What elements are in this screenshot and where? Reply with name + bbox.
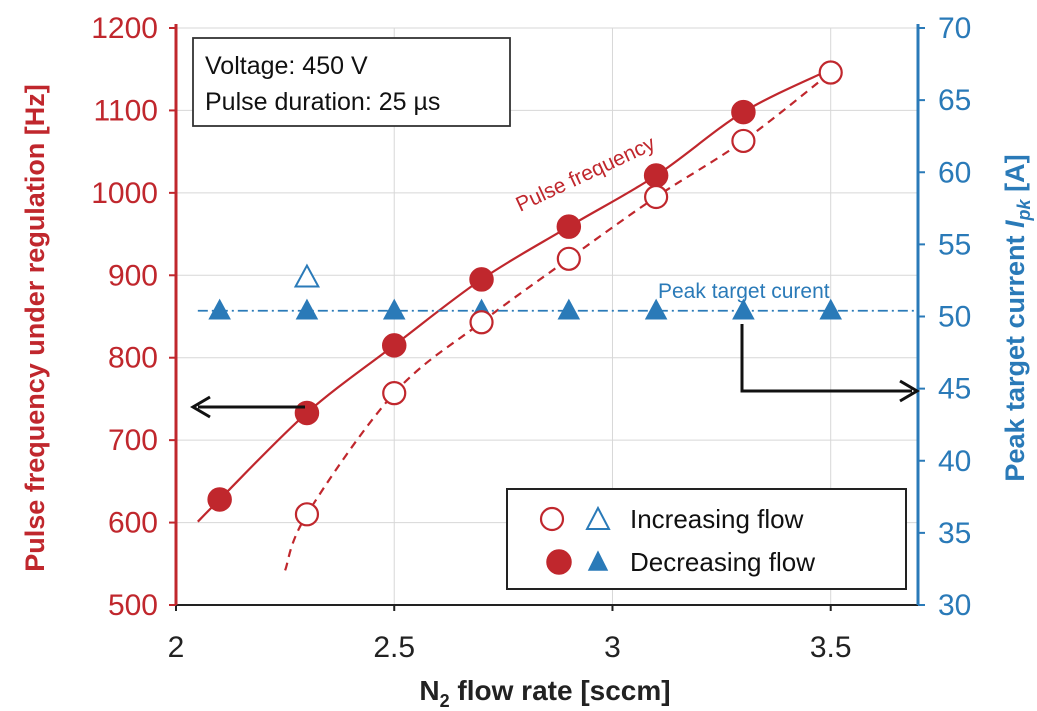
marker-layer (207, 60, 843, 527)
decreasing-frequency-point-6 (731, 99, 756, 125)
conditions-pulse-duration: Pulse duration: 25 µs (205, 88, 440, 116)
ticks-layer: 2 2.5 3 3.5 500 600 700 800 900 1000 1100 1200 30 35 4… (91, 12, 971, 664)
legend-decreasing-label: Decreasing flow (630, 547, 815, 577)
y-left-tick-label-5: 1000 (91, 177, 158, 210)
legend-filled-triangle-marker (587, 550, 609, 571)
decreasing-frequency-point-4 (556, 214, 582, 239)
conditions-voltage: Voltage: 450 V (205, 52, 368, 80)
increasing-current-point-0 (293, 263, 321, 288)
decreasing-current-point-7 (819, 298, 842, 320)
y-right-tick-label-6: 60 (938, 156, 971, 189)
y-right-tick-label-1: 35 (938, 517, 971, 550)
decreasing-current-point-2 (382, 298, 406, 320)
y-right-tick-label-4: 50 (938, 301, 971, 334)
increasing-frequency-point-4 (644, 184, 669, 210)
y-axis-left-label: Pulse frequency under regulation [Hz] (20, 84, 50, 572)
x-tick-label-2: 3 (604, 631, 621, 664)
decreasing-frequency-point-0 (207, 487, 232, 512)
decreasing-current-point-4 (557, 298, 581, 320)
left-axis-arrow-head (190, 395, 211, 419)
legend-open-triangle-marker (585, 505, 611, 530)
y-left-tick-label-1: 600 (108, 507, 158, 540)
legend-frame (506, 488, 907, 590)
y-axis-right-label-italic: I (1000, 220, 1030, 228)
x-axis-label-main: N (419, 675, 439, 706)
x-axis-label-rest: flow rate [sccm] (450, 675, 671, 706)
x-tick-label-1: 2.5 (373, 631, 415, 664)
pulse-frequency-annotation: Pulse frequency (512, 132, 659, 217)
y-right-tick-label-5: 55 (938, 228, 971, 261)
y-axis-right-label-sub: pk (1014, 198, 1034, 221)
decreasing-current-point-5 (644, 298, 668, 320)
decreasing-current-point-6 (732, 298, 755, 320)
x-tick-label-0: 2 (168, 631, 185, 664)
peak-target-annotation: Peak target curent (658, 280, 830, 303)
left-axis-arrow (190, 395, 305, 419)
y-left-tick-label-6: 1100 (93, 94, 158, 127)
right-axis-arrow (740, 324, 920, 403)
legend-increasing-label: Increasing flow (630, 504, 804, 534)
decreasing-frequency-point-3 (469, 267, 494, 292)
x-axis-label-sub: 2 (440, 691, 450, 711)
decreasing-frequency-point-2 (381, 333, 407, 358)
increasing-frequency-point-6 (818, 60, 843, 85)
right-axis-arrow-shaft (740, 324, 912, 393)
x-tick-label-3: 3.5 (810, 631, 852, 664)
y-left-tick-label-4: 900 (108, 259, 158, 292)
increasing-frequency-point-3 (556, 246, 581, 271)
decreasing-frequency-point-5 (643, 163, 669, 188)
increasing-frequency-point-2 (469, 310, 494, 335)
x-axis-label: N2 flow rate [sccm] (419, 675, 670, 711)
conditions-box-frame (192, 37, 511, 127)
legend: Increasing flow Decreasing flow (506, 488, 907, 590)
legend-open-circle-marker (539, 506, 565, 532)
y-right-tick-label-2: 40 (938, 445, 971, 478)
legend-filled-circle-marker (546, 549, 572, 575)
right-axis-arrow-head (899, 379, 920, 403)
y-right-tick-label-7: 65 (938, 84, 971, 117)
decreasing-current-point-0 (208, 298, 231, 320)
y-left-tick-label-2: 700 (108, 424, 158, 457)
decreasing-current-point-1 (295, 298, 319, 320)
increasing-frequency-point-1 (382, 381, 407, 406)
y-axis-right-label: Peak target current Ipk [A] (1000, 154, 1034, 481)
y-right-tick-label-8: 70 (938, 12, 971, 45)
increasing-frequency-point-5 (731, 128, 756, 154)
decreasing-frequency-point-1 (294, 400, 320, 426)
y-right-tick-label-0: 30 (938, 589, 971, 622)
axes-layer (174, 24, 920, 606)
conditions-box: Voltage: 450 V Pulse duration: 25 µs (192, 37, 511, 127)
increasing-frequency-point-0 (294, 502, 320, 527)
y-left-tick-label-7: 1200 (91, 12, 158, 45)
y-axis-right-label-main: Peak target current (1000, 228, 1030, 482)
y-axis-right-label-unit: [A] (1000, 154, 1030, 199)
y-right-tick-label-3: 45 (938, 373, 971, 406)
y-left-tick-label-0: 500 (108, 589, 158, 622)
y-left-tick-label-3: 800 (108, 342, 158, 375)
